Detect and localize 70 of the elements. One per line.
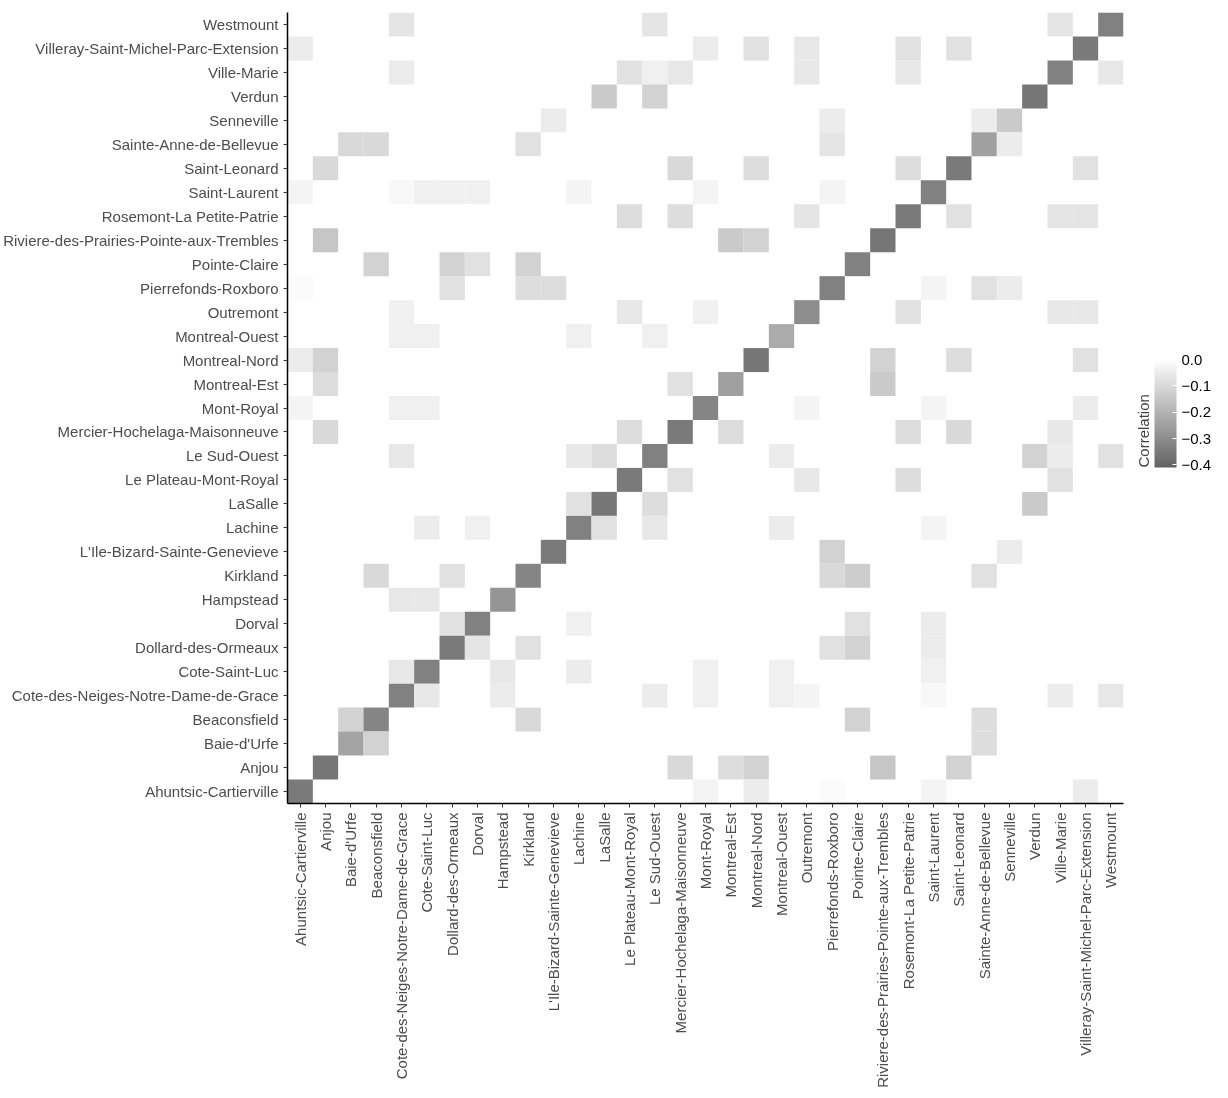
y-tick-label: Outremont	[207, 303, 280, 321]
y-tick-label: Dorval	[235, 615, 279, 633]
color-bar-label: −0.3	[1181, 429, 1212, 447]
y-tick-label: Hampstead	[201, 591, 279, 609]
y-tick-label: Montreal-Est	[193, 375, 280, 393]
legend-title: Correlation	[1134, 394, 1152, 468]
y-tick-label: LaSalle	[228, 495, 279, 513]
y-tick-label: Mercier-Hochelaga-Maisonneuve	[57, 423, 279, 441]
x-tick-label: Pointe-Claire	[849, 812, 866, 900]
y-tick-label: Montreal-Ouest	[175, 327, 280, 345]
x-tick-label: Dorval	[469, 812, 486, 856]
y-tick-label: Riviere-des-Prairies-Pointe-aux-Trembles	[3, 231, 279, 249]
y-tick-label: Pierrefonds-Roxboro	[140, 279, 279, 297]
x-tick-label: Montreal-Ouest	[773, 811, 790, 916]
x-tick-label: Cote-Saint-Luc	[418, 812, 436, 913]
y-tick-label: Verdun	[230, 87, 279, 105]
y-tick-label: Cote-des-Neiges-Notre-Dame-de-Grace	[11, 687, 279, 705]
y-tick-label: Ville-Marie	[207, 63, 279, 81]
y-tick-label: Pointe-Claire	[191, 255, 279, 273]
color-bar-label: −0.2	[1181, 403, 1212, 421]
y-tick-label: Montreal-Nord	[182, 351, 279, 369]
color-bar-label: −0.1	[1181, 376, 1212, 394]
y-tick-label: Saint-Leonard	[184, 159, 279, 177]
y-tick-label: Beaconsfield	[192, 711, 279, 729]
x-tick-label: Beaconsfield	[367, 812, 385, 899]
x-tick-label: Pierrefonds-Roxboro	[823, 812, 841, 951]
x-tick-label: L'Ile-Bizard-Sainte-Genevieve	[545, 812, 562, 1012]
y-tick-label: Rosemont-La Petite-Patrie	[101, 207, 279, 225]
y-tick-label: Le Plateau-Mont-Royal	[125, 471, 279, 489]
y-tick-label: Mont-Royal	[201, 399, 279, 417]
x-tick-label: Kirkland	[519, 812, 537, 867]
x-tick-label: Le Sud-Ouest	[646, 811, 664, 906]
y-tick-label: L'Ile-Bizard-Sainte-Genevieve	[79, 543, 279, 561]
x-tick-label: Saint-Leonard	[950, 812, 968, 907]
x-tick-label: Sainte-Anne-de-Bellevue	[975, 812, 993, 980]
x-tick-label: Lachine	[570, 812, 588, 866]
x-tick-label: Dollard-des-Ormeaux	[443, 812, 461, 956]
x-tick-label: Baie-d'Urfe	[342, 812, 360, 888]
x-tick-label: Saint-Laurent	[925, 811, 942, 903]
x-tick-label: Le Plateau-Mont-Royal	[621, 812, 638, 966]
x-tick-label: Senneville	[1001, 812, 1018, 882]
color-bar-label: 0.0	[1181, 350, 1203, 368]
x-tick-label: Hampstead	[494, 812, 512, 890]
x-tick-label: Riviere-des-Prairies-Pointe-aux-Trembles	[874, 812, 892, 1088]
y-tick-label: Dollard-des-Ormeaux	[135, 639, 279, 657]
x-tick-label: Westmount	[1102, 811, 1120, 889]
color-bar-label: −0.4	[1181, 455, 1212, 473]
x-tick-label: Montreal-Est	[722, 811, 740, 898]
y-tick-label: Saint-Laurent	[188, 183, 280, 201]
y-tick-label: Villeray-Saint-Michel-Parc-Extension	[35, 39, 279, 57]
x-tick-label: Mercier-Hochelaga-Maisonneuve	[671, 812, 689, 1034]
x-tick-label: Villeray-Saint-Michel-Parc-Extension	[1077, 812, 1094, 1056]
x-tick-label: Rosemont-La Petite-Patrie	[899, 812, 917, 990]
x-tick-label: Mont-Royal	[697, 812, 714, 890]
y-tick-label: Westmount	[202, 15, 280, 33]
x-tick-label: Ville-Marie	[1051, 812, 1069, 884]
y-tick-label: Anjou	[240, 759, 279, 777]
y-tick-label: Ahuntsic-Cartierville	[145, 783, 279, 801]
y-tick-label: Cote-Saint-Luc	[178, 663, 279, 681]
y-tick-label: Baie-d'Urfe	[203, 735, 279, 753]
x-tick-label: Outremont	[798, 811, 816, 884]
y-tick-label: Sainte-Anne-de-Bellevue	[111, 135, 279, 153]
x-tick-label: Verdun	[1026, 812, 1044, 861]
y-tick-label: Lachine	[225, 519, 279, 537]
y-tick-label: Kirkland	[224, 567, 279, 585]
x-tick-label: Montreal-Nord	[747, 812, 765, 909]
y-tick-label: Senneville	[209, 111, 279, 129]
x-tick-label: LaSalle	[595, 812, 613, 863]
y-tick-label: Le Sud-Ouest	[185, 447, 280, 465]
x-tick-label: Anjou	[317, 812, 334, 851]
